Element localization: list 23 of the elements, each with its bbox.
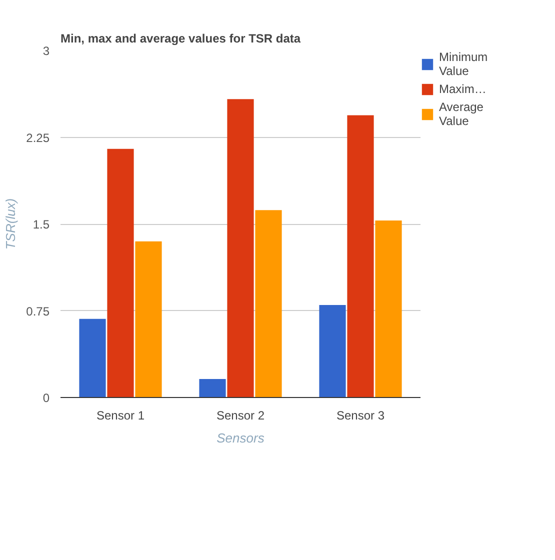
y-tick-label: 1.5 xyxy=(32,218,50,232)
bar xyxy=(347,115,374,398)
x-axis-title: Sensors xyxy=(216,430,265,446)
bar xyxy=(79,318,106,398)
x-tick-label: Sensor 3 xyxy=(336,408,385,422)
y-axis-title: TSR(lux) xyxy=(3,198,18,250)
x-tick-label: Sensor 2 xyxy=(216,408,265,422)
bar xyxy=(107,148,134,398)
bar xyxy=(199,378,226,398)
legend-label: Maxim… xyxy=(439,82,488,96)
chart-title: Min, max and average values for TSR data xyxy=(60,32,301,46)
y-tick-label: 3 xyxy=(42,44,50,58)
legend-label: Average Value xyxy=(439,100,484,128)
y-tick-label: 2.25 xyxy=(26,130,50,145)
y-tick-label: 0 xyxy=(42,391,50,405)
y-tick-label: 0.75 xyxy=(26,304,50,318)
bar xyxy=(375,220,402,398)
legend-label: Minimum Value xyxy=(439,50,489,78)
bar xyxy=(255,210,282,398)
bar xyxy=(319,304,346,398)
x-tick-label: Sensor 1 xyxy=(96,408,145,422)
bar xyxy=(135,241,162,398)
bar xyxy=(227,99,254,398)
